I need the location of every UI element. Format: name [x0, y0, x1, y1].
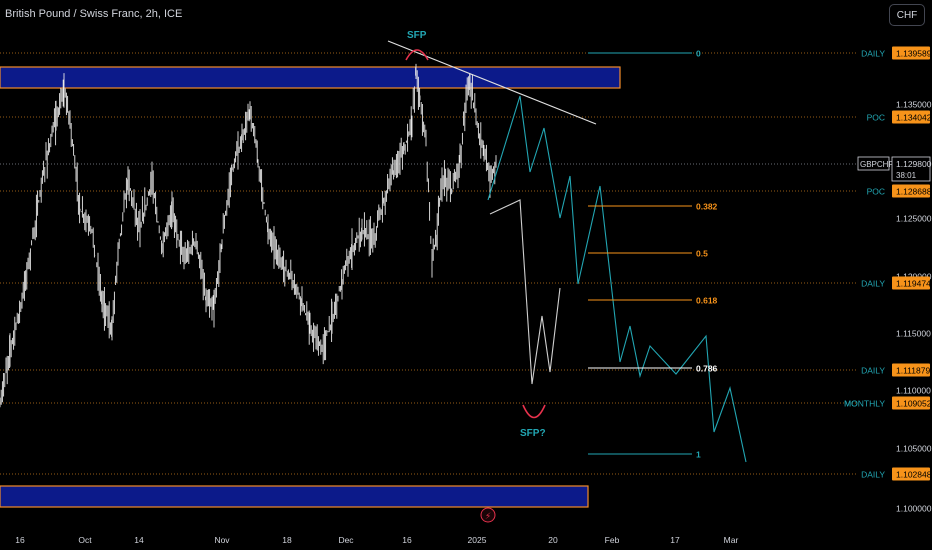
time-tick: Feb	[605, 535, 620, 545]
current-price-tag	[891, 156, 931, 182]
fib-retracement: 0 0.382 0.5 0.618 0.786 1	[588, 49, 718, 460]
trendline	[387, 40, 597, 125]
level-price-tag	[892, 396, 930, 410]
price-axis[interactable]: 1.1350001.1250001.1200001.1150001.110000…	[844, 0, 932, 532]
time-tick: Dec	[338, 535, 354, 545]
level-label: DAILY	[861, 470, 885, 480]
level-price-tag	[892, 276, 930, 290]
level-label: DAILY	[861, 279, 885, 289]
level-price-tag	[892, 363, 930, 377]
level-label: POC	[867, 187, 885, 197]
level-label: POC	[867, 113, 885, 123]
sfp-arc	[405, 49, 429, 61]
zone-demand	[0, 485, 589, 508]
fib-label: 0	[696, 49, 701, 59]
time-tick: 16	[402, 535, 412, 545]
time-tick: Mar	[724, 535, 739, 545]
symbol-label: GBPCHF	[860, 160, 893, 169]
level-price-tag	[892, 184, 930, 198]
price-tick: 1.115000	[896, 329, 931, 339]
annotation-sfp: SFP	[407, 30, 427, 41]
time-tick: 14	[134, 535, 144, 545]
fib-label: 0.382	[696, 202, 718, 212]
level-price: 1.134042	[896, 113, 932, 123]
level-label: DAILY	[861, 49, 885, 59]
event-flash-glyph: ⚡	[485, 511, 491, 521]
price-tick: 1.110000	[896, 386, 931, 396]
level-price-tag	[892, 110, 930, 124]
time-tick: Nov	[214, 535, 230, 545]
fib-label: 0.786	[696, 364, 718, 374]
price-tick: 1.135000	[896, 100, 932, 110]
price-series	[0, 40, 597, 408]
level-price: 1.128688	[896, 187, 932, 197]
price-candles	[0, 63, 497, 408]
time-tick: 16	[15, 535, 25, 545]
time-axis[interactable]: 16 Oct 14 Nov 18 Dec 16 2025 20 Feb 17 Mar	[0, 532, 932, 550]
projection-white	[489, 199, 561, 385]
symbol-tag	[857, 156, 890, 171]
level-price: 1.139589	[896, 49, 932, 59]
time-tick: 2025	[468, 535, 487, 545]
annotations: SFP SFP? ⚡	[405, 30, 546, 523]
price-tick: 1.100000	[896, 504, 932, 514]
level-price-tag	[892, 467, 930, 481]
sfp-question-arc	[522, 404, 546, 419]
current-price-countdown: 38:01	[896, 171, 917, 180]
level-price: 1.102848	[896, 470, 932, 480]
level-price: 1.111879	[896, 366, 930, 376]
fib-label: 1	[696, 450, 701, 460]
projection-teal	[487, 95, 747, 463]
level-label: DAILY	[861, 366, 885, 376]
level-price: 1.119474	[896, 279, 931, 289]
projection-paths	[487, 95, 747, 463]
fib-label: 0.5	[696, 249, 708, 259]
price-tick: 1.105000	[896, 444, 932, 454]
currency-selector[interactable]: CHF	[889, 4, 925, 26]
chart-title: British Pound / Swiss Franc, 2h, ICE	[5, 8, 183, 20]
current-price-value: 1.129800	[896, 159, 932, 169]
time-tick: Oct	[78, 535, 92, 545]
price-tick: 1.125000	[896, 214, 932, 224]
time-tick: 20	[548, 535, 558, 545]
event-flash-icon	[480, 507, 496, 523]
time-tick: 18	[282, 535, 292, 545]
level-label: MONTHLY	[844, 399, 885, 409]
fib-label: 0.618	[696, 296, 718, 306]
time-axis-bg	[0, 532, 932, 550]
level-price: 1.109052	[896, 399, 932, 409]
annotation-sfp-question: SFP?	[520, 428, 546, 439]
zone-supply	[0, 66, 621, 89]
level-price-tag	[892, 46, 930, 60]
price-axis-bg	[858, 0, 932, 532]
time-tick: 17	[670, 535, 680, 545]
